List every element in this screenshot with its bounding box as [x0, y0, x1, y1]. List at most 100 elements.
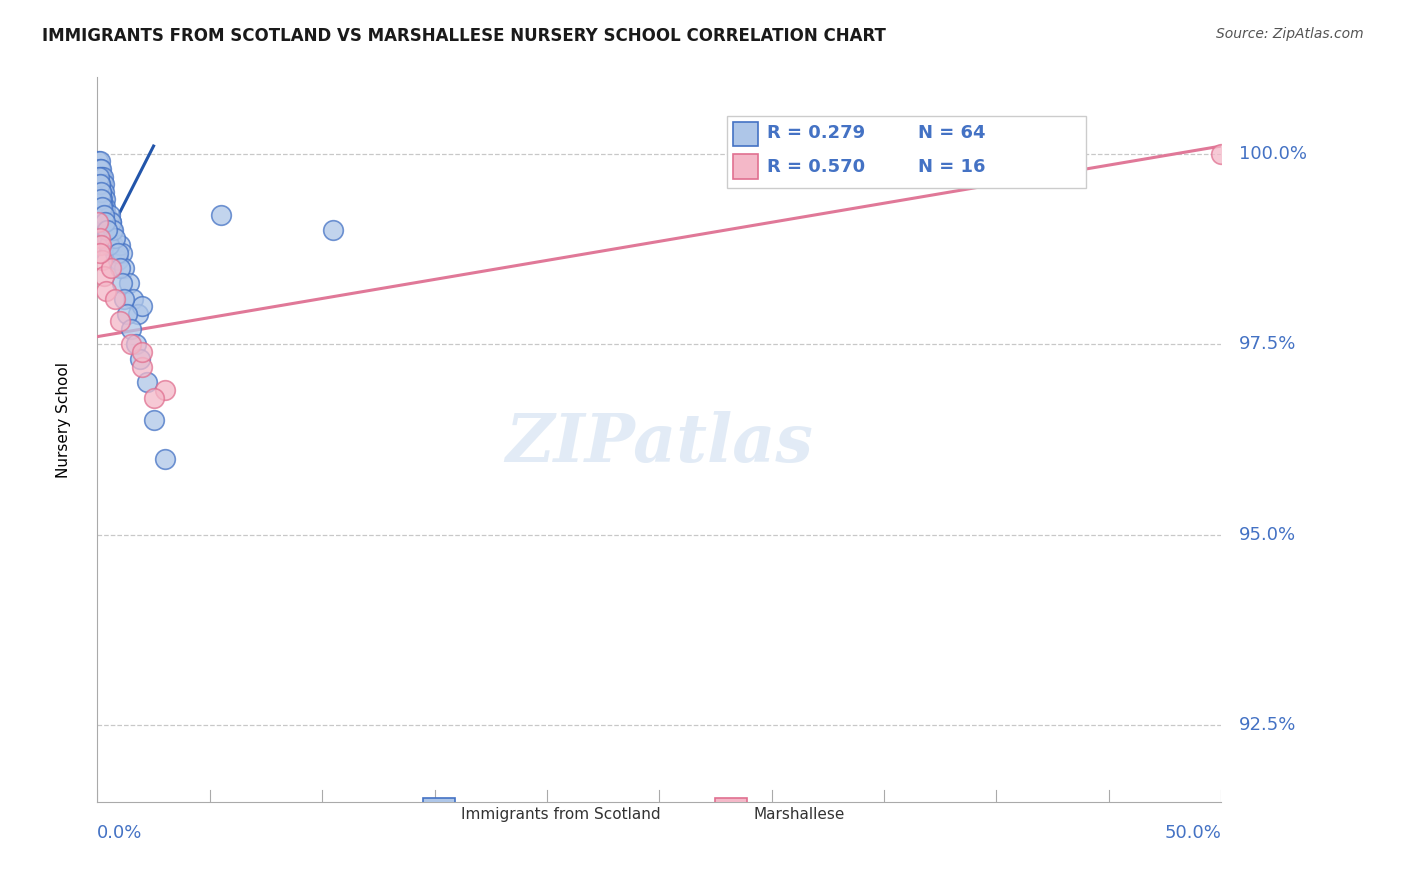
- Text: 95.0%: 95.0%: [1239, 525, 1296, 544]
- Point: [1211, 146, 1233, 161]
- Point: [153, 451, 176, 466]
- Point: [104, 230, 127, 244]
- Point: [93, 185, 115, 199]
- Point: [104, 245, 127, 260]
- Point: [89, 177, 111, 191]
- Point: [122, 292, 145, 306]
- Point: [90, 177, 112, 191]
- Text: 50.0%: 50.0%: [1164, 824, 1222, 843]
- Point: [89, 169, 111, 184]
- Point: [97, 223, 120, 237]
- Point: [115, 307, 138, 321]
- Point: [89, 245, 111, 260]
- Point: [118, 277, 141, 291]
- Point: [124, 337, 146, 351]
- Point: [90, 169, 112, 184]
- Point: [89, 169, 111, 184]
- Point: [87, 154, 110, 169]
- FancyBboxPatch shape: [734, 121, 758, 146]
- Point: [90, 238, 112, 252]
- Text: 0.0%: 0.0%: [97, 824, 143, 843]
- Point: [90, 185, 112, 199]
- Point: [112, 260, 135, 275]
- Point: [91, 200, 114, 214]
- Point: [97, 238, 120, 252]
- Point: [131, 299, 153, 313]
- Point: [129, 352, 152, 367]
- Point: [322, 223, 344, 237]
- Text: Source: ZipAtlas.com: Source: ZipAtlas.com: [1216, 27, 1364, 41]
- Point: [98, 208, 121, 222]
- Text: N = 16: N = 16: [918, 158, 986, 176]
- Text: Marshallese: Marshallese: [754, 807, 845, 822]
- Text: IMMIGRANTS FROM SCOTLAND VS MARSHALLESE NURSERY SCHOOL CORRELATION CHART: IMMIGRANTS FROM SCOTLAND VS MARSHALLESE …: [42, 27, 886, 45]
- Text: 97.5%: 97.5%: [1239, 335, 1296, 353]
- Point: [89, 230, 111, 244]
- Point: [91, 200, 114, 214]
- Point: [100, 215, 122, 229]
- Text: 100.0%: 100.0%: [1239, 145, 1308, 162]
- FancyBboxPatch shape: [727, 116, 1087, 188]
- Point: [98, 230, 121, 244]
- Point: [87, 215, 110, 229]
- Point: [90, 193, 112, 207]
- Point: [96, 284, 118, 298]
- Point: [89, 161, 111, 176]
- Point: [93, 177, 115, 191]
- Point: [89, 161, 111, 176]
- Point: [111, 245, 134, 260]
- Text: Nursery School: Nursery School: [56, 362, 72, 478]
- Point: [93, 268, 115, 283]
- Point: [135, 376, 157, 390]
- Point: [101, 223, 124, 237]
- Point: [96, 208, 118, 222]
- Point: [107, 253, 129, 268]
- Point: [100, 215, 122, 229]
- Point: [100, 260, 122, 275]
- Point: [107, 245, 129, 260]
- FancyBboxPatch shape: [423, 797, 454, 832]
- Point: [142, 413, 165, 427]
- Point: [108, 260, 131, 275]
- Point: [101, 238, 124, 252]
- Text: Immigrants from Scotland: Immigrants from Scotland: [461, 807, 661, 822]
- Point: [94, 193, 117, 207]
- FancyBboxPatch shape: [734, 154, 758, 178]
- Point: [209, 208, 232, 222]
- Point: [90, 253, 112, 268]
- Point: [91, 185, 114, 199]
- Point: [104, 292, 127, 306]
- Point: [96, 223, 118, 237]
- Point: [111, 277, 134, 291]
- Point: [94, 200, 117, 214]
- Text: R = 0.570: R = 0.570: [768, 158, 865, 176]
- Point: [93, 208, 115, 222]
- Point: [90, 161, 112, 176]
- Point: [101, 223, 124, 237]
- Point: [89, 177, 111, 191]
- Point: [96, 223, 118, 237]
- Point: [112, 292, 135, 306]
- Point: [94, 215, 117, 229]
- Text: R = 0.279: R = 0.279: [768, 124, 865, 142]
- Text: ZIPatlas: ZIPatlas: [505, 411, 813, 475]
- Point: [120, 322, 142, 336]
- Point: [90, 193, 112, 207]
- Point: [131, 344, 153, 359]
- Point: [93, 208, 115, 222]
- Point: [108, 314, 131, 328]
- Point: [91, 169, 114, 184]
- FancyBboxPatch shape: [716, 797, 747, 832]
- Point: [94, 215, 117, 229]
- Point: [90, 185, 112, 199]
- Point: [120, 337, 142, 351]
- Text: N = 64: N = 64: [918, 124, 986, 142]
- Text: 92.5%: 92.5%: [1239, 716, 1296, 734]
- Point: [96, 215, 118, 229]
- Point: [89, 154, 111, 169]
- Point: [131, 360, 153, 375]
- Point: [108, 238, 131, 252]
- Point: [127, 307, 149, 321]
- Point: [96, 230, 118, 244]
- Point: [153, 383, 176, 397]
